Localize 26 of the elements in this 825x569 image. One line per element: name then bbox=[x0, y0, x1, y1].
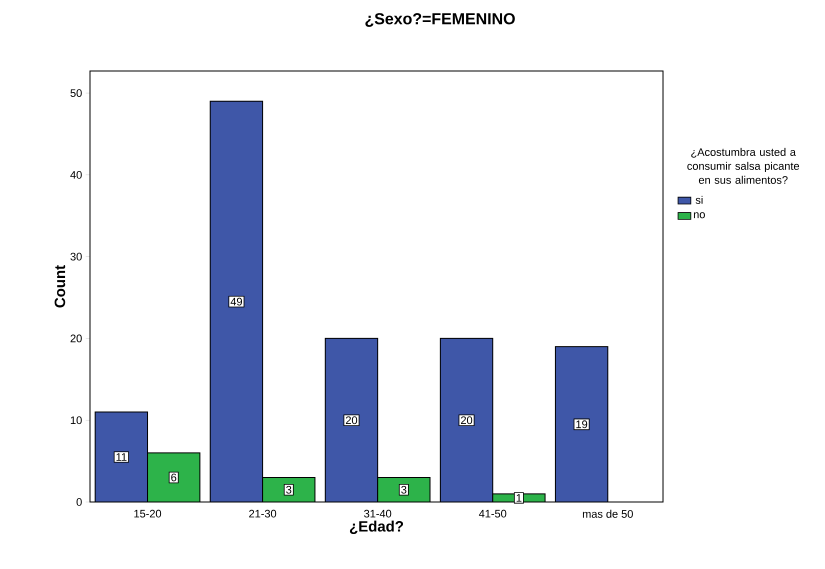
y-tick-label: 40 bbox=[70, 170, 82, 179]
data-label: 3 bbox=[401, 486, 406, 494]
y-tick-label: 50 bbox=[70, 89, 82, 97]
x-tick-label: 41-50 bbox=[478, 510, 506, 518]
x-tick-label: 31-40 bbox=[364, 510, 392, 518]
data-label: 1 bbox=[516, 494, 522, 502]
chart-title: ¿Sexo?=FEMENINO bbox=[365, 13, 515, 27]
data-label: 19 bbox=[576, 420, 588, 428]
y-tick-label: 20 bbox=[70, 334, 82, 342]
data-label: 6 bbox=[171, 474, 176, 482]
y-tick-label: 0 bbox=[76, 498, 82, 506]
y-tick-label: 10 bbox=[70, 416, 82, 424]
data-label: 20 bbox=[460, 416, 472, 424]
data-label: 11 bbox=[116, 453, 127, 461]
y-tick-label: 30 bbox=[70, 252, 82, 261]
x-tick-label: 15-20 bbox=[134, 510, 162, 518]
legend-label: no bbox=[694, 212, 705, 218]
data-label: 49 bbox=[230, 298, 242, 306]
legend-label: si bbox=[696, 196, 703, 204]
x-tick-label: 21-30 bbox=[249, 510, 276, 518]
data-label: 20 bbox=[346, 416, 358, 424]
data-label: 3 bbox=[286, 486, 292, 494]
x-axis-title: ¿Edad? bbox=[350, 520, 404, 534]
y-axis-title: Count bbox=[54, 265, 66, 308]
x-tick-label: mas de 50 bbox=[582, 510, 633, 518]
legend-title: ¿Acostumbra usted a consumir salsa picante en sus alimentos? bbox=[687, 148, 800, 184]
